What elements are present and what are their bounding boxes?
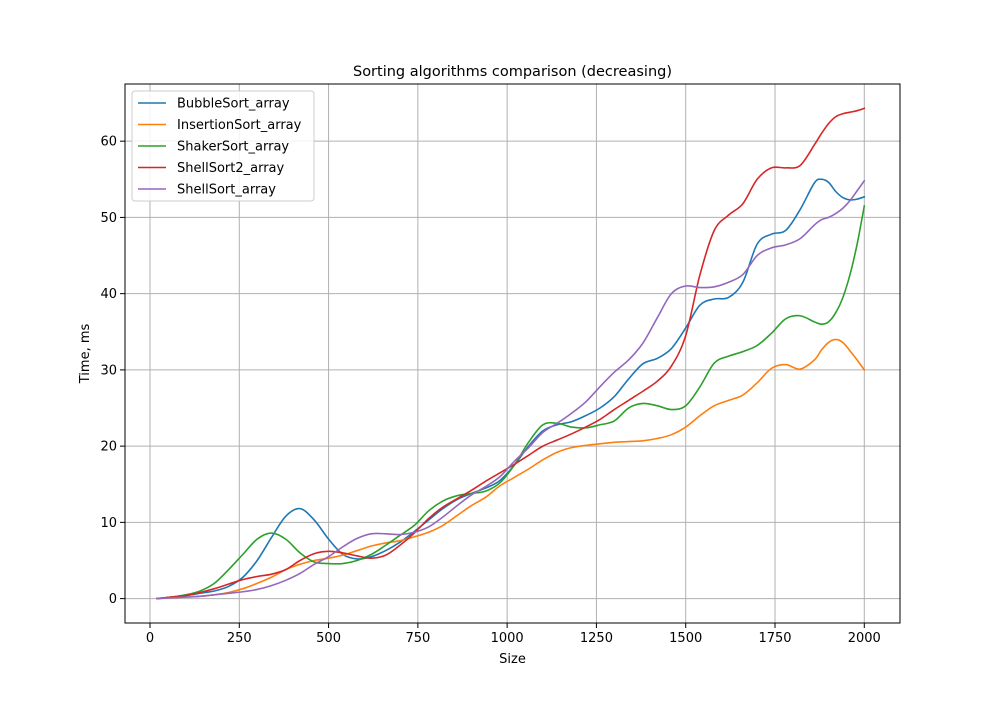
axis-ticks: 0 250 500 750 1000 1250 1500 1750 2000 0 10 20 30 40 5… xyxy=(100,135,880,646)
legend-label-insertionsort-array: InsertionSort_array xyxy=(177,118,302,133)
x-tick-label: 1250 xyxy=(580,631,613,646)
x-tick-label: 750 xyxy=(405,631,430,646)
plot-frame xyxy=(124,83,901,624)
series-line-shellsort2-array xyxy=(156,107,866,600)
y-tick-label: 10 xyxy=(100,516,117,531)
x-tick-label: 1750 xyxy=(758,631,791,646)
legend-box xyxy=(131,90,315,202)
y-tick-label: 50 xyxy=(100,211,117,226)
x-tick-label: 250 xyxy=(227,631,252,646)
legend-label-shellsort2-array: ShellSort2_array xyxy=(177,161,285,176)
y-tick-label: 30 xyxy=(100,363,117,378)
x-tick-label: 1000 xyxy=(491,631,524,646)
grid xyxy=(125,84,900,623)
y-tick-label: 0 xyxy=(109,592,117,607)
legend-label-shakersort-array: ShakerSort_array xyxy=(177,140,289,155)
legend-label-bubblesort-array: BubbleSort_array xyxy=(177,97,290,112)
y-tick-label: 40 xyxy=(100,287,117,302)
y-axis-label: Time, ms xyxy=(78,324,93,385)
x-tick-label: 1500 xyxy=(669,631,702,646)
y-tick-label: 60 xyxy=(100,135,117,150)
chart-title: Sorting algorithms comparison (decreasin… xyxy=(353,64,672,80)
legend: BubbleSort_array InsertionSort_array Shake… xyxy=(131,90,315,202)
series-line-bubblesort-array xyxy=(156,178,866,600)
x-tick-label: 500 xyxy=(316,631,341,646)
x-axis-label: Size xyxy=(499,652,526,667)
series-line-shellsort-array xyxy=(156,179,866,600)
x-tick-label: 0 xyxy=(146,631,154,646)
series-lines xyxy=(156,107,866,600)
legend-label-shellsort-array: ShellSort_array xyxy=(177,183,276,198)
x-tick-label: 2000 xyxy=(848,631,881,646)
y-tick-label: 20 xyxy=(100,440,117,455)
series-line-shakersort-array xyxy=(156,205,866,600)
